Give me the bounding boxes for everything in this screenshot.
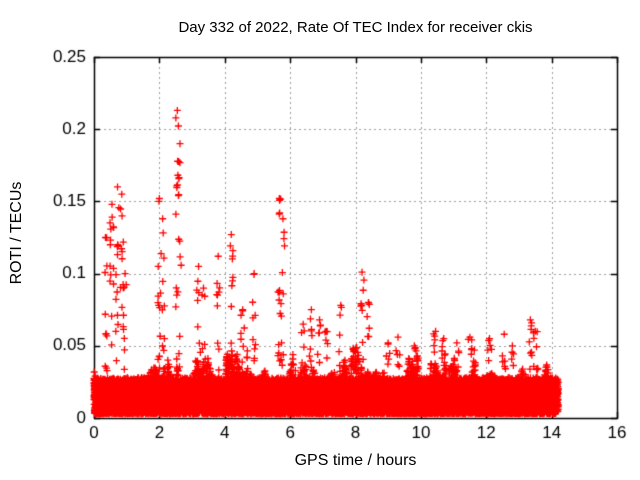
chart-title: Day 332 of 2022, Rate Of TEC Index for r… [178, 19, 533, 36]
y-axis-label: ROTI / TECUs [8, 181, 25, 285]
x-axis-label: GPS time / hours [294, 452, 417, 469]
